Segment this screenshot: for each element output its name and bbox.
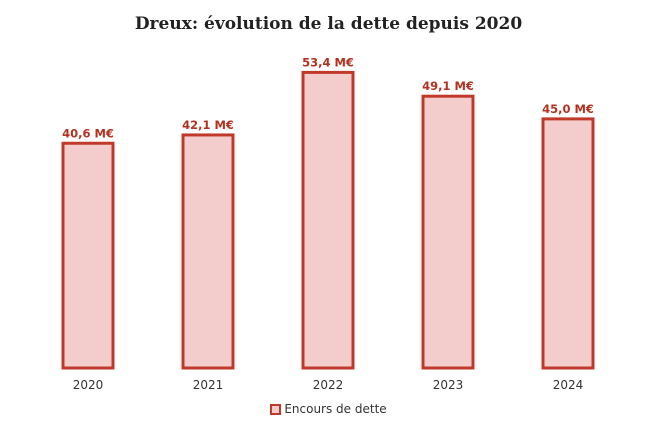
x-tick-label-2023: 2023 — [433, 378, 464, 392]
data-label-2023: 49,1 M€ — [422, 79, 474, 93]
legend-swatch-icon — [270, 403, 282, 415]
bar-2020[interactable] — [61, 141, 115, 370]
legend-label: Encours de dette — [284, 402, 387, 416]
data-label-2024: 45,0 M€ — [542, 102, 594, 116]
data-label-2022: 53,4 M€ — [302, 55, 354, 69]
legend[interactable]: Encours de dette — [0, 402, 657, 416]
bar-2022[interactable] — [301, 70, 355, 370]
data-label-2020: 40,6 M€ — [62, 126, 114, 140]
bar-2024[interactable] — [541, 117, 595, 370]
x-tick-label-2021: 2021 — [193, 378, 224, 392]
x-tick-label-2020: 2020 — [73, 378, 104, 392]
bar-2021[interactable] — [181, 133, 235, 370]
bar-chart: 40,6 M€ 2020 42,1 M€ 2021 53,4 M€ 2022 49,1 M€… — [61, 55, 595, 392]
chart-title: Dreux: évolution de la dette depuis 2020 — [134, 14, 523, 34]
x-tick-label-2022: 2022 — [313, 378, 344, 392]
x-tick-label-2024: 2024 — [553, 378, 584, 392]
bar-2023[interactable] — [421, 94, 475, 370]
data-label-2021: 42,1 M€ — [182, 118, 234, 132]
